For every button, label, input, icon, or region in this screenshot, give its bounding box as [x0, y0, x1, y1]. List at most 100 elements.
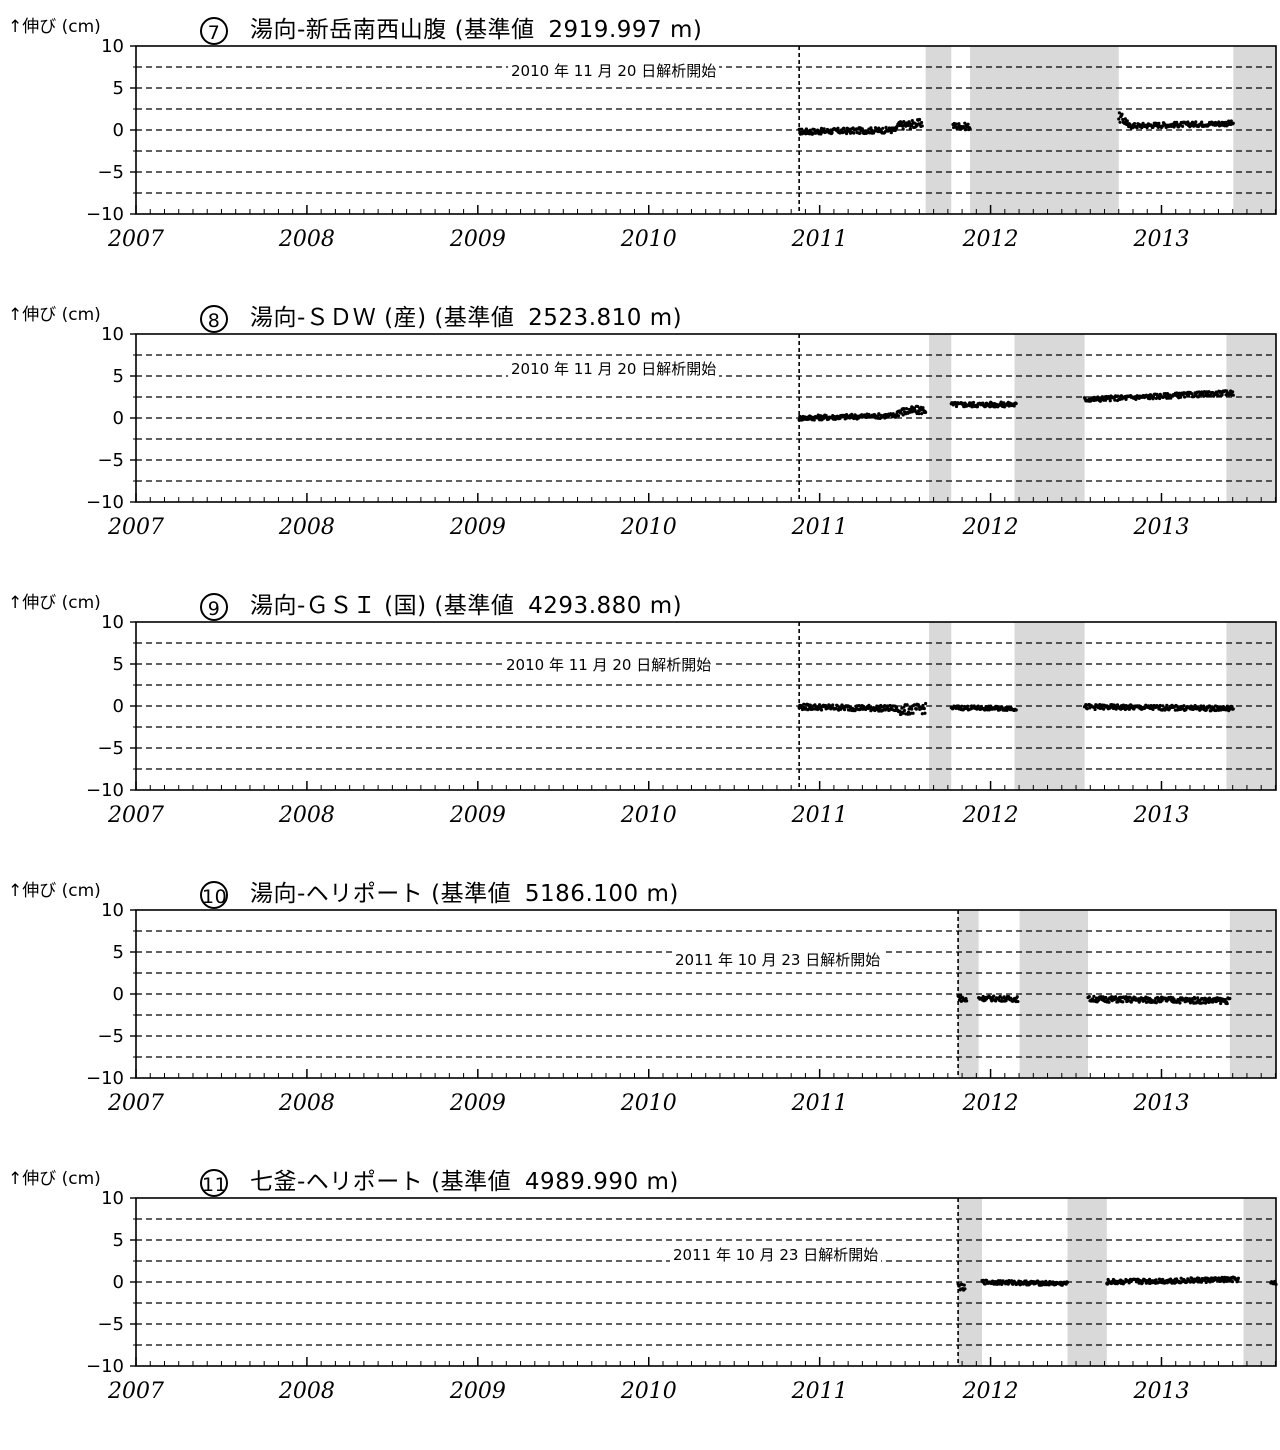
x-tick-label: 2007 [107, 803, 164, 828]
chart-title: 10 湯向-ヘリポート (基準値 5186.100 m) [200, 874, 679, 909]
data-point [966, 122, 970, 126]
data-point [1158, 703, 1162, 708]
data-point [1154, 1001, 1158, 1005]
data-point [923, 711, 927, 715]
data-point [901, 711, 905, 715]
chart-base-value: 2523.810 m) [528, 305, 683, 331]
data-point [1200, 120, 1204, 124]
x-tick-label: 2011 [791, 1091, 848, 1116]
data-point [1128, 995, 1132, 999]
chart-number-badge: 7 [200, 16, 228, 45]
chart-base-value: 4293.880 m) [528, 593, 683, 619]
chart-panel-10: ↑伸び (cm) 10 湯向-ヘリポート (基準値 5186.100 m) 10 5… [0, 874, 1280, 1162]
data-point [922, 706, 926, 711]
data-point [842, 126, 846, 130]
data-point [921, 703, 925, 708]
x-tick-label: 2008 [278, 803, 335, 828]
data-point [1015, 995, 1019, 999]
x-tick-label: 2008 [278, 515, 335, 540]
data-point [858, 131, 862, 135]
data-point [881, 126, 885, 130]
data-point [959, 993, 963, 997]
chart-base-value: 5186.100 m) [524, 881, 679, 907]
analysis-start-note: 2010 年 11 月 20 日解析開始 [508, 358, 720, 379]
data-point [1125, 119, 1129, 123]
y-axis-unit-label: ↑伸び (cm) [8, 593, 101, 613]
data-point [1204, 393, 1208, 398]
data-point [1207, 390, 1211, 394]
data-point [1201, 1001, 1205, 1005]
data-point [1161, 704, 1165, 708]
y-tick-label: −5 [97, 162, 124, 183]
chart-title-text: 湯向-ＧＳＩ (国) (基準値 [250, 593, 515, 619]
data-point [884, 125, 888, 129]
x-tick-label: 2009 [449, 515, 506, 540]
chart-title: 9 湯向-ＧＳＩ (国) (基準値 4293.880 m) [200, 586, 682, 621]
data-point [1093, 707, 1097, 712]
chart-title: 7 湯向-新岳南西山腹 (基準値 2919.997 m) [200, 10, 702, 45]
data-point [1120, 112, 1124, 116]
data-point [894, 705, 899, 710]
data-point [994, 999, 998, 1003]
data-point [1132, 121, 1137, 126]
data-point [965, 999, 969, 1003]
chart-number-badge: 11 [200, 1168, 228, 1197]
chart-panel-9: ↑伸び (cm) 9 湯向-ＧＳＩ (国) (基準値 4293.880 m) 10… [0, 586, 1280, 874]
data-point [1123, 707, 1127, 712]
data-point [808, 128, 812, 132]
data-point [904, 406, 909, 411]
x-tick-label: 2010 [620, 1379, 677, 1404]
data-point [1190, 1276, 1194, 1280]
x-tick-label: 2010 [620, 803, 677, 828]
data-point [1002, 401, 1006, 405]
data-point [1230, 1280, 1235, 1284]
x-tick-label: 2013 [1132, 1379, 1189, 1404]
data-point [919, 120, 924, 125]
data-point [830, 131, 834, 135]
data-point [804, 127, 808, 131]
data-point [800, 704, 804, 709]
data-point [968, 127, 972, 131]
x-tick-label: 2012 [962, 1091, 1019, 1116]
data-point [813, 703, 817, 707]
data-point [1115, 703, 1120, 707]
data-point [1130, 126, 1135, 130]
data-point [1178, 1001, 1182, 1005]
data-point [1012, 404, 1016, 408]
chart-title: 11 七釜-ヘリポート (基準値 4989.990 m) [200, 1162, 679, 1197]
data-point [954, 122, 958, 126]
data-point [1047, 1283, 1051, 1287]
x-tick-label: 2007 [107, 515, 164, 540]
data-point [1156, 995, 1160, 1000]
y-tick-label: −5 [97, 1026, 124, 1047]
y-tick-label: 10 [101, 36, 124, 57]
data-point [1116, 394, 1120, 398]
data-gap-shade [970, 46, 1119, 214]
data-point [960, 704, 964, 708]
data-point [976, 704, 980, 708]
data-point [836, 126, 840, 130]
x-tick-label: 2009 [449, 1091, 506, 1116]
data-point [1196, 996, 1200, 1000]
data-point [888, 703, 892, 708]
y-tick-label: −10 [86, 1356, 124, 1377]
data-point [1180, 124, 1185, 129]
data-point [1157, 121, 1161, 125]
data-point [1117, 117, 1121, 121]
analysis-start-note: 2011 年 10 月 23 日解析開始 [672, 949, 884, 970]
data-point [966, 704, 970, 708]
y-tick-label: −10 [86, 204, 124, 225]
x-tick-label: 2009 [449, 803, 506, 828]
y-tick-label: 10 [101, 612, 124, 633]
y-tick-label: −10 [86, 492, 124, 513]
y-axis-unit-label: ↑伸び (cm) [8, 305, 101, 325]
y-tick-label: −5 [97, 450, 124, 471]
data-point [1140, 125, 1144, 130]
y-tick-label: 5 [113, 942, 124, 963]
data-point [1157, 396, 1162, 401]
chart-base-value: 4989.990 m) [524, 1169, 679, 1195]
data-point [902, 119, 906, 124]
data-point [873, 413, 877, 417]
